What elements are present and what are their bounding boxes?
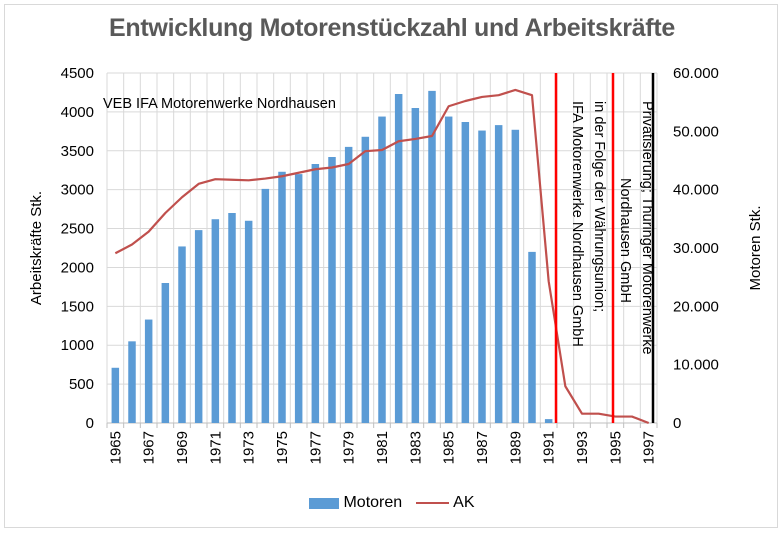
y2-axis-title: Motoren Stk. <box>747 205 764 290</box>
x-tick-label: 1995 <box>607 431 624 464</box>
x-tick-label: 1969 <box>174 431 191 464</box>
bar <box>428 90 436 423</box>
x-tick-label: 1967 <box>141 431 158 464</box>
bar <box>128 341 136 423</box>
x-tick-label: 1977 <box>307 431 324 464</box>
bar <box>244 220 253 423</box>
x-tick-label: 1985 <box>441 431 458 464</box>
annotation-ifa-gmbh: IFA Motorenwerke Nordhausen GmbH <box>569 101 585 347</box>
annotations: VEB IFA Motorenwerke Nordhausen IFA Motor… <box>103 96 655 355</box>
x-tick-label: 1997 <box>641 431 658 464</box>
x-tick-label: 1971 <box>207 431 224 464</box>
y2-tick-label: 10.000 <box>673 357 719 374</box>
annotation-privatisierung: Privatisierung; Thüringer Motorenwerke <box>639 101 655 355</box>
x-tick-label: 1973 <box>241 431 258 464</box>
bar <box>294 174 303 423</box>
bar <box>461 122 470 423</box>
annotation-waehrungsunion: in der Folge der Währungsunion; <box>591 101 607 312</box>
bar <box>261 188 270 423</box>
y2-tick-label: 20.000 <box>673 298 719 315</box>
ak-line <box>114 88 650 425</box>
motoren-bars <box>111 90 553 424</box>
bar <box>178 246 186 423</box>
x-tick-label: 1991 <box>541 431 558 464</box>
x-tick-label: 1993 <box>574 431 591 464</box>
bar <box>394 94 403 423</box>
bar <box>494 125 503 423</box>
y2-tick-label: 40.000 <box>673 182 719 199</box>
y2-tick-label: 50.000 <box>673 123 719 140</box>
bar <box>444 116 453 424</box>
x-tick-label: 1965 <box>107 431 124 464</box>
y-tick-label: 2000 <box>61 259 94 276</box>
y-tick-label: 3500 <box>61 143 94 160</box>
x-tick-label: 1987 <box>474 431 491 464</box>
y2-tick-label: 30.000 <box>673 240 719 257</box>
y-axis-title: Arbeitskräfte Stk. <box>28 191 45 305</box>
chart-title: Entwicklung Motorenstückzahl und Arbeits… <box>109 14 675 42</box>
bar <box>344 146 353 423</box>
bar <box>544 419 553 423</box>
y-tick-label: 3000 <box>61 182 94 199</box>
annotation-nordhausen-gmbh: Nordhausen GmbH <box>617 178 633 303</box>
line-swatch-icon <box>416 502 450 504</box>
y2-tick-label: 0 <box>673 415 681 432</box>
y-tick-label: 2500 <box>61 221 94 238</box>
annotation-veb: VEB IFA Motorenwerke Nordhausen <box>103 96 336 112</box>
bar <box>528 251 536 423</box>
bar <box>378 116 386 424</box>
y2-tick-label: 60.000 <box>673 65 719 82</box>
bar <box>511 129 520 423</box>
event-lines <box>554 73 655 423</box>
y-tick-label: 1000 <box>61 337 94 354</box>
bar <box>411 108 420 423</box>
y-tick-label: 1500 <box>61 298 94 315</box>
y-tick-label: 4500 <box>61 65 94 82</box>
chart-frame <box>4 4 778 528</box>
bar <box>361 136 370 423</box>
y-tick-label: 4000 <box>61 104 94 121</box>
bar <box>478 130 486 424</box>
bar <box>144 319 153 423</box>
bar <box>211 219 220 423</box>
y-tick-label: 500 <box>69 376 94 393</box>
x-tick-label: 1981 <box>374 431 391 464</box>
x-tick-label: 1979 <box>341 431 358 464</box>
x-tick-label: 1983 <box>407 431 424 464</box>
legend-label-ak: AK <box>453 494 475 511</box>
legend-item-ak[interactable]: AK <box>416 494 475 512</box>
bar <box>328 157 336 423</box>
bar <box>278 171 286 423</box>
bar <box>111 367 120 423</box>
bar <box>194 230 203 423</box>
legend-item-motoren[interactable]: Motoren <box>309 494 402 512</box>
bar <box>161 283 170 423</box>
bar-swatch-icon <box>309 497 340 509</box>
ak-polyline <box>114 88 650 425</box>
axis-ticks: 0 500 1000 1500 2000 2500 3000 3500 4000 4500 0 10.… <box>28 65 764 464</box>
y-tick-label: 0 <box>86 415 94 432</box>
legend-label-motoren: Motoren <box>343 494 403 511</box>
legend: Motoren AK <box>0 494 784 512</box>
bar <box>311 164 320 423</box>
bar <box>228 213 236 423</box>
x-tick-label: 1975 <box>274 431 291 464</box>
x-tick-label: 1989 <box>507 431 524 464</box>
